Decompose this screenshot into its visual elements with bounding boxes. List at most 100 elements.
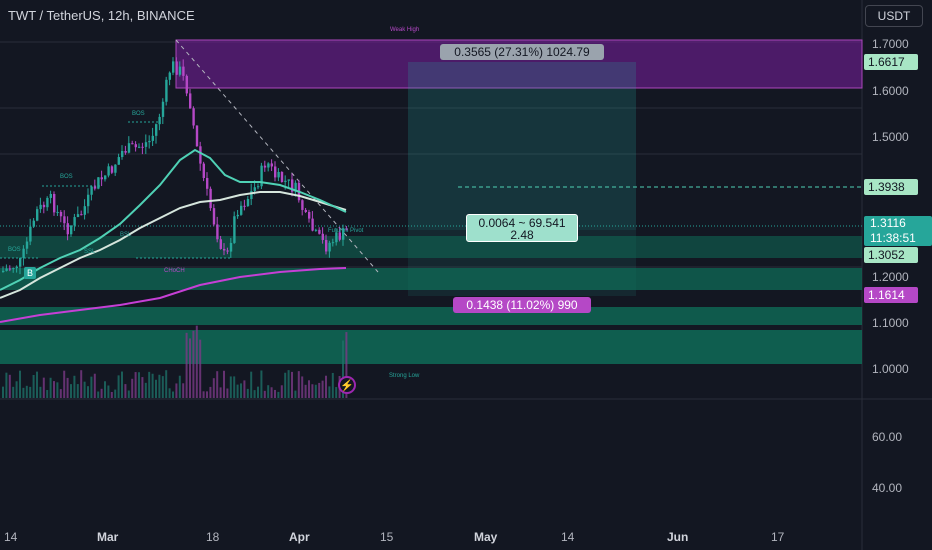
candle-body <box>331 242 335 244</box>
weak-high-label: Weak High <box>390 27 420 33</box>
symbol-title[interactable]: TWT / TetherUS, 12h, BINANCE <box>8 8 195 23</box>
candle-body <box>209 188 212 209</box>
candle-body <box>246 199 250 207</box>
candle-body <box>338 232 341 240</box>
candle-body <box>121 150 124 158</box>
candle-body <box>314 229 318 231</box>
volume-bar <box>2 386 4 398</box>
candle-body <box>29 226 32 242</box>
volume-bar <box>53 381 55 398</box>
volume-bar <box>100 388 103 398</box>
candle-body <box>192 108 195 126</box>
demand-zone-4[interactable] <box>0 330 862 364</box>
candle-body <box>267 163 270 168</box>
candlestick-series[interactable] <box>2 57 348 275</box>
currency-button[interactable]: USDT <box>865 5 923 27</box>
demand-zone-3[interactable] <box>0 307 862 325</box>
demand-zone-1[interactable] <box>0 236 862 258</box>
candle-body <box>141 146 144 148</box>
entry-measurement-label[interactable]: 0.0064 ~ 69.541 2.48 <box>466 214 578 242</box>
futures-pivot-label: Futures Pivot <box>328 228 364 234</box>
candle-body <box>321 233 324 240</box>
volume-bar <box>104 381 106 398</box>
candle-body <box>12 268 15 270</box>
volume-bar <box>39 386 42 398</box>
price-tick: 1.2000 <box>872 270 909 284</box>
candle-body <box>318 229 321 234</box>
lightning-icon[interactable]: ⚡ <box>338 376 356 394</box>
target-measurement-label[interactable]: 0.3565 (27.31%) 1024.79 <box>440 44 604 60</box>
candle-body <box>202 163 205 179</box>
volume-bar <box>243 380 246 398</box>
candle-body <box>280 171 284 182</box>
volume-bar <box>46 390 49 398</box>
volume-bar <box>22 387 25 398</box>
candle-body <box>110 166 114 173</box>
candle-body <box>250 191 253 200</box>
volume-bar <box>172 391 174 398</box>
candle-body <box>212 208 216 225</box>
bar-countdown: 11:38:51 <box>870 231 916 245</box>
volume-bar <box>277 391 280 398</box>
candle-body <box>178 66 182 75</box>
volume-bar <box>5 372 8 398</box>
volume-bar <box>260 370 263 398</box>
candle-body <box>229 242 233 252</box>
candle-body <box>25 241 29 249</box>
volume-bar <box>127 390 130 398</box>
candle-body <box>36 209 39 221</box>
candle-body <box>219 239 222 249</box>
position-target-area[interactable] <box>408 62 636 230</box>
bos-label: BOS <box>60 174 73 180</box>
volume-bar <box>70 384 72 398</box>
volume-bar <box>189 338 191 398</box>
volume-bar <box>36 371 38 398</box>
volume-bar <box>124 384 127 398</box>
current-price-value: 1.3116 <box>870 216 906 230</box>
candle-body <box>257 186 260 188</box>
candle-body <box>100 177 103 180</box>
volume-bar <box>321 380 324 398</box>
volume-bar <box>63 370 66 398</box>
volume-bar <box>284 372 287 398</box>
candle-body <box>308 211 311 219</box>
volume-bar <box>144 382 147 398</box>
candle-body <box>8 268 12 270</box>
candle-body <box>87 194 90 207</box>
buy-signal-badge[interactable]: B <box>24 267 36 279</box>
time-tick: Jun <box>667 530 689 544</box>
candle-body <box>73 217 76 226</box>
candle-body <box>182 66 185 76</box>
volume-bar <box>76 384 79 398</box>
candle-body <box>151 135 154 141</box>
volume-bar <box>32 374 35 398</box>
volume-bar <box>195 325 198 398</box>
candle-body <box>168 72 171 80</box>
volume-bar <box>250 371 253 398</box>
candle-body <box>138 146 141 148</box>
candle-body <box>53 193 56 213</box>
candle-body <box>39 204 42 210</box>
volume-bar <box>270 387 273 398</box>
ema-long-line <box>0 267 347 323</box>
candle-body <box>63 216 66 224</box>
volume-bar <box>165 370 168 398</box>
stop-measurement-label[interactable]: 0.1438 (11.02%) 990 <box>453 297 591 313</box>
candle-body <box>175 61 178 75</box>
volume-bar <box>325 375 327 398</box>
entry-measurement-line1: 0.0064 ~ 69.541 <box>478 216 566 230</box>
candle-body <box>144 142 148 147</box>
volume-bar <box>56 382 59 398</box>
volume-bar <box>236 384 239 398</box>
candle-body <box>15 266 18 269</box>
volume-bar <box>131 378 134 398</box>
volume-bar <box>87 386 89 398</box>
bos-label: BOS <box>8 247 21 253</box>
demand-zone-2[interactable] <box>0 268 862 290</box>
candle-body <box>274 166 277 178</box>
candle-body <box>22 248 25 258</box>
candle-body <box>345 228 348 231</box>
volume-bar <box>175 383 178 398</box>
candle-body <box>291 179 294 192</box>
